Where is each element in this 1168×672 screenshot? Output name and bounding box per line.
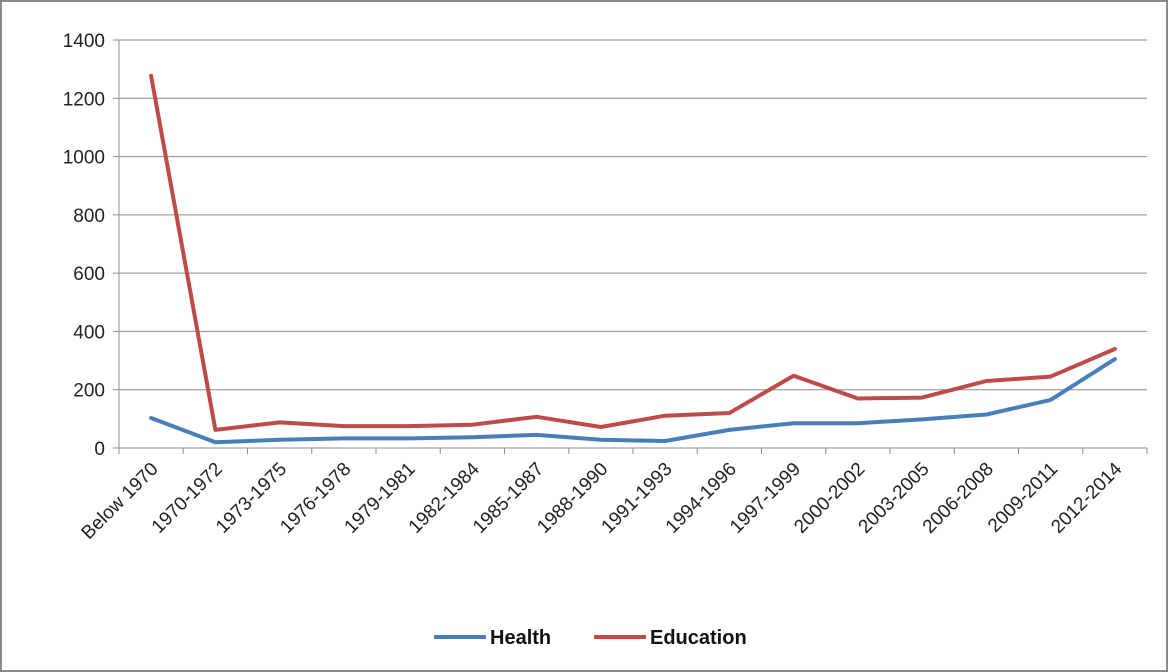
series-line-health <box>149 357 1117 445</box>
y-tick-label: 1400 <box>63 31 105 52</box>
y-tick-label: 0 <box>94 439 105 460</box>
x-tick-label: 2012-2014 <box>1047 458 1126 537</box>
y-tick-label: 1200 <box>63 89 105 110</box>
series-line-education <box>149 73 1117 432</box>
legend: Health Education <box>434 627 747 649</box>
legend-item-education: Education <box>594 627 747 649</box>
x-tick-label: Below 1970 <box>78 459 163 544</box>
series-lines <box>149 73 1117 445</box>
gridlines <box>119 39 1147 391</box>
legend-item-health: Health <box>434 627 551 649</box>
y-tick-label: 600 <box>73 264 105 285</box>
axes <box>113 39 1148 454</box>
y-tick-labels: 0 200 400 600 800 1000 1200 1400 <box>63 31 105 460</box>
x-tick-labels: Below 19701970-19721973-19751976-1978197… <box>78 458 1127 543</box>
legend-label: Health <box>490 627 551 649</box>
y-tick-label: 400 <box>73 322 105 343</box>
y-tick-label: 800 <box>73 206 105 227</box>
legend-label: Education <box>650 627 747 649</box>
y-tick-label: 1000 <box>63 148 105 169</box>
y-tick-label: 200 <box>73 381 105 402</box>
